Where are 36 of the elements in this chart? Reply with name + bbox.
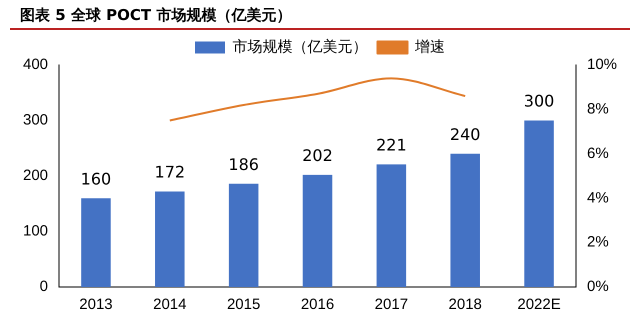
x-tick-label: 2017 [374, 296, 408, 314]
y-tick-label: 0 [40, 278, 48, 296]
y2-tick-label: 2% [586, 234, 609, 251]
bar [450, 154, 480, 287]
x-tick-label: 2015 [226, 296, 260, 314]
bar [376, 164, 406, 287]
line-series [168, 77, 466, 122]
x-tick-label: 2022E [517, 296, 561, 314]
x-tick-label: 2016 [300, 296, 334, 314]
data-label: 221 [376, 136, 407, 154]
y-tick-label: 100 [22, 222, 48, 240]
chart-title: 图表 5 全球 POCT 市场规模（亿美元） [10, 0, 630, 30]
data-label: 240 [450, 124, 480, 144]
y-tick-label: 200 [22, 167, 48, 184]
bar [155, 192, 185, 287]
data-label: 202 [302, 146, 333, 166]
y2-tick-label: 6% [586, 144, 609, 162]
y-tick-label: 300 [22, 112, 48, 129]
legend-label: 市场规模（亿美元） [232, 38, 368, 56]
data-label: 160 [80, 169, 112, 188]
x-tick-label: 2013 [79, 296, 113, 314]
y2-tick-label: 10% [586, 56, 618, 74]
bar [228, 184, 258, 287]
y2-tick-label: 8% [586, 100, 609, 118]
bar [81, 198, 111, 287]
bar [524, 120, 554, 287]
x-tick-label: 2014 [153, 296, 186, 314]
legend-label: 增速 [414, 38, 445, 56]
x-tick-label: 2018 [448, 296, 482, 314]
data-label: 300 [524, 92, 554, 111]
y-tick-label: 400 [22, 56, 48, 74]
data-label: 172 [154, 162, 186, 182]
bar [302, 174, 332, 287]
y2-tick-label: 4% [586, 189, 609, 206]
data-label: 186 [228, 154, 259, 174]
y2-tick-label: 0% [586, 278, 609, 296]
